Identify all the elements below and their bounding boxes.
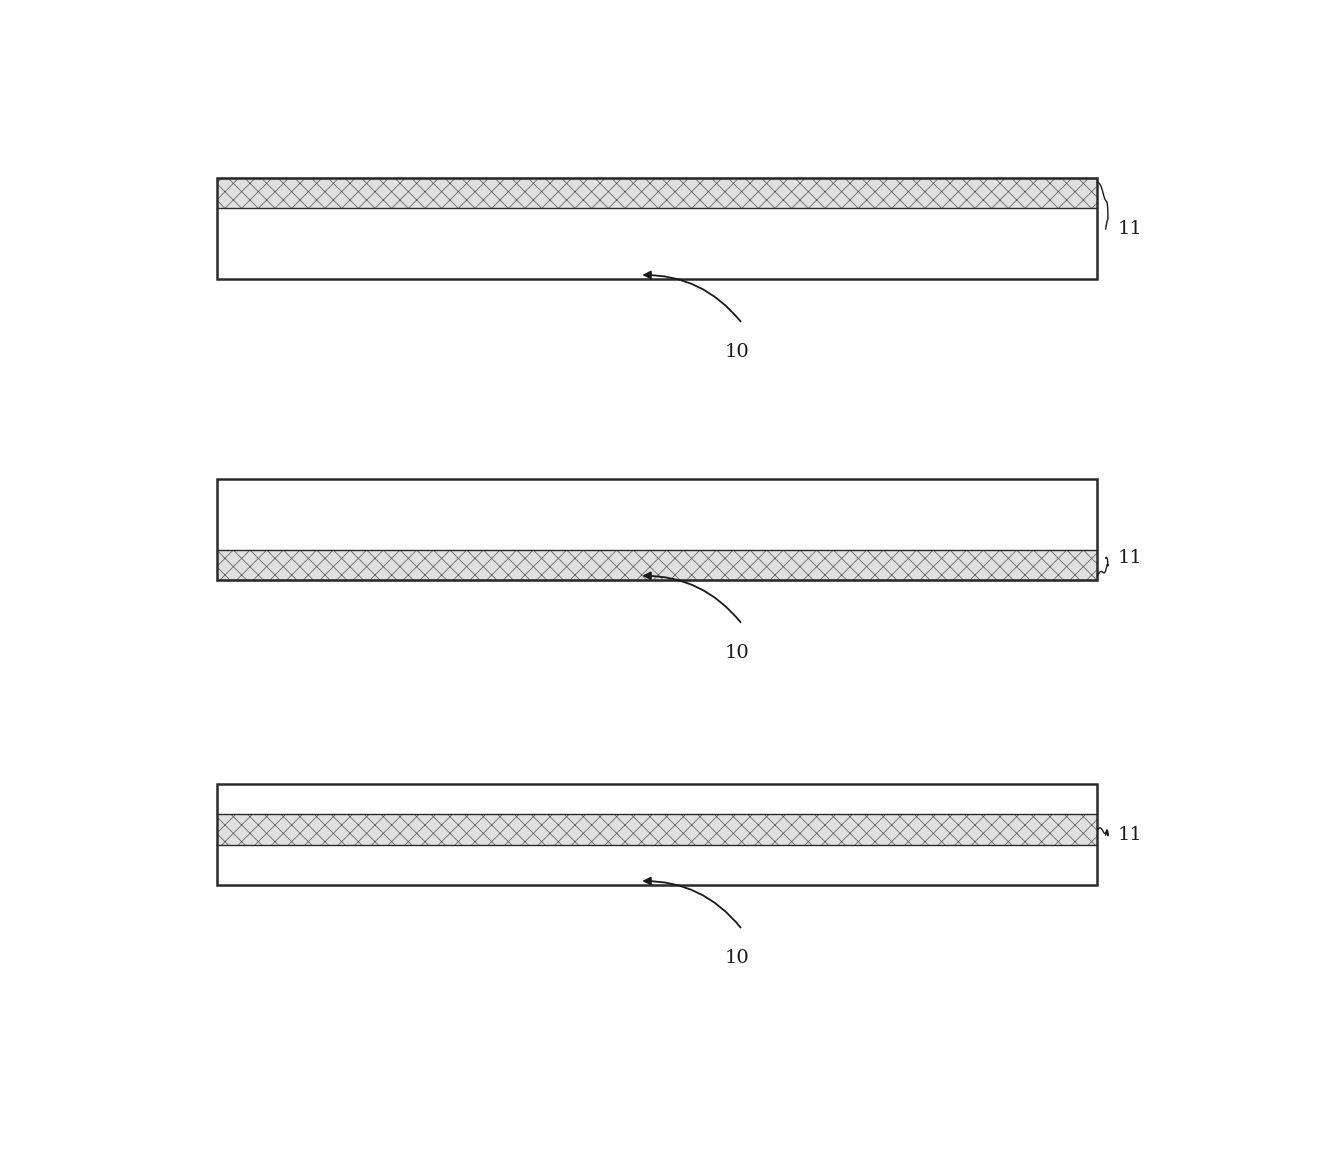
Bar — [218, 784, 1097, 886]
Text: 10: 10 — [725, 643, 749, 662]
Text: 11: 11 — [1118, 826, 1143, 845]
Bar — [218, 178, 1097, 208]
Text: 11: 11 — [1118, 549, 1143, 568]
Bar — [218, 478, 1097, 580]
Bar — [218, 478, 1097, 580]
Text: 11: 11 — [1118, 219, 1143, 238]
Bar — [218, 549, 1097, 580]
Bar — [218, 178, 1097, 279]
Text: 10: 10 — [725, 949, 749, 967]
Text: 10: 10 — [725, 344, 749, 361]
Bar — [218, 784, 1097, 886]
Bar — [218, 815, 1097, 845]
Bar — [218, 178, 1097, 279]
